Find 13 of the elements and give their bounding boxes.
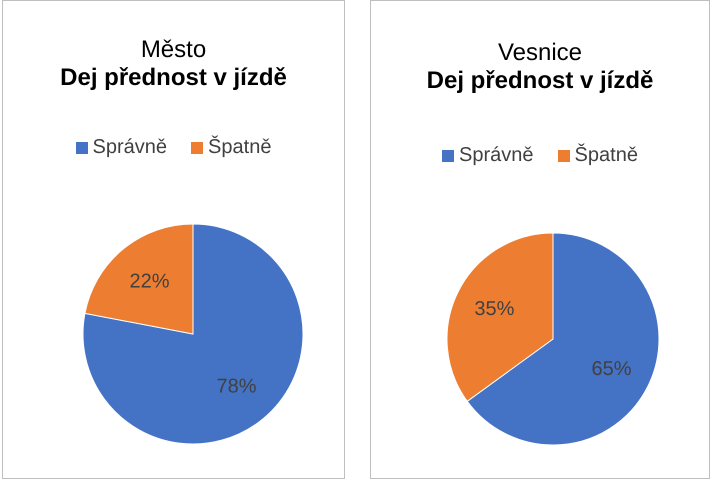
chart-title: Město (140, 36, 208, 64)
data-label: 78% (216, 376, 257, 398)
chart-subtitle: Dej přednost v jízdě (59, 64, 288, 92)
legend-label: Špatně (574, 144, 638, 167)
legend-label: Špatně (208, 136, 272, 159)
pie-slice (82, 224, 303, 444)
legend-label: Správně (459, 144, 534, 167)
data-label: 65% (592, 358, 632, 380)
chart-subtitle: Dej přednost v jízdě (426, 67, 654, 95)
data-label: 22% (130, 270, 170, 292)
legend-label: Správně (92, 136, 168, 159)
chart-title: Vesnice (496, 39, 584, 67)
data-label: 35% (474, 298, 515, 320)
